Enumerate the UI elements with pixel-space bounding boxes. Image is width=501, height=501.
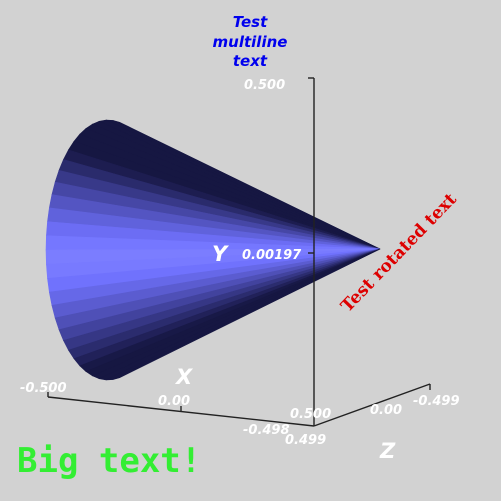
x-axis-line <box>47 396 315 427</box>
z-axis-corner-label: 0.500 <box>290 407 331 422</box>
y-axis-max-label: 0.500 <box>244 78 285 93</box>
multiline-line-3: text <box>233 52 268 70</box>
y-axis-mid-label: 0.00197 <box>242 248 302 263</box>
z-axis-mid-label: 0.00 <box>370 403 402 418</box>
axes <box>47 77 431 427</box>
y-axis-name: Y <box>212 242 229 266</box>
z-axis-max-label: -0.499 <box>413 394 460 409</box>
x-axis-max-label: -0.498 <box>243 423 290 438</box>
multiline-annotation: Test multiline text <box>213 13 288 70</box>
multiline-line-1: Test <box>233 13 268 31</box>
cone-facet <box>112 248 381 380</box>
cone-surface <box>45 119 381 381</box>
big-text-annotation: Big text! <box>17 441 201 481</box>
z-axis-name: Z <box>379 439 396 463</box>
z-axis-min-label: 0.499 <box>285 433 326 448</box>
x-axis-min-label: -0.500 <box>20 381 67 396</box>
x-axis-name: X <box>174 365 194 389</box>
x-axis-mid-label: 0.00 <box>158 394 190 409</box>
multiline-line-2: multiline <box>213 33 288 51</box>
